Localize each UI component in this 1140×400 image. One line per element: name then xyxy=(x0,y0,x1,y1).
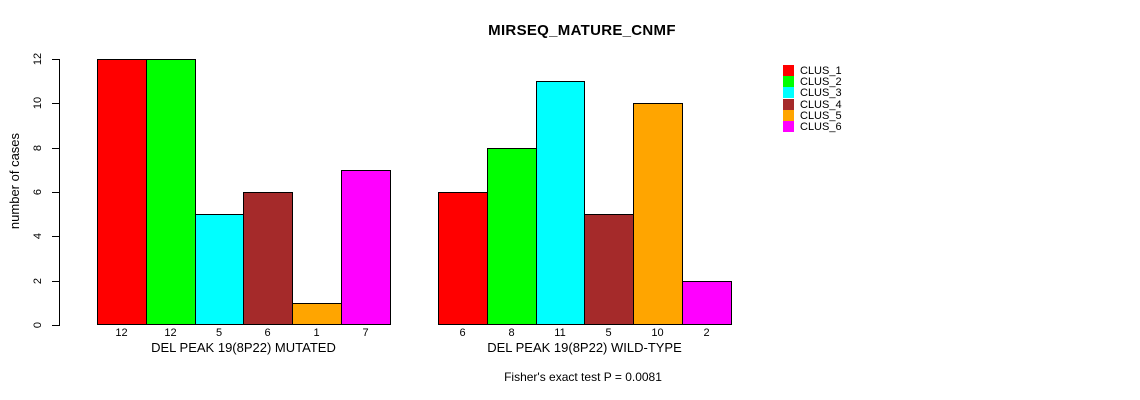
bar-value-label: 11 xyxy=(554,327,566,339)
chart-title: MIRSEQ_MATURE_CNMF xyxy=(488,22,676,39)
y-axis-tick xyxy=(52,236,59,237)
y-axis-tick-label: 12 xyxy=(32,52,44,66)
bar-value-label: 1 xyxy=(313,327,320,339)
y-axis-tick xyxy=(52,103,59,104)
bar-value-label: 7 xyxy=(362,327,369,339)
y-axis-line xyxy=(59,59,60,326)
bar-clus_1-cat1 xyxy=(97,59,147,325)
legend-swatch-clus_3 xyxy=(783,87,794,98)
y-axis-tick-label: 0 xyxy=(32,321,44,329)
x-axis-group-label: DEL PEAK 19(8P22) WILD-TYPE xyxy=(487,340,682,355)
stat-annotation: Fisher's exact test P = 0.0081 xyxy=(504,370,662,384)
bar-value-label: 10 xyxy=(651,327,664,339)
bar-clus_6-cat2 xyxy=(682,281,732,325)
y-axis-tick-label: 4 xyxy=(32,232,44,240)
y-axis-label: number of cases xyxy=(7,132,22,230)
bar-clus_6-cat1 xyxy=(341,170,391,325)
legend-label-clus_5: CLUS_5 xyxy=(800,110,842,122)
legend-swatch-clus_2 xyxy=(783,76,794,87)
bar-clus_3-cat1 xyxy=(195,214,244,325)
bar-clus_3-cat2 xyxy=(536,81,585,325)
y-axis-tick-label: 6 xyxy=(32,188,44,196)
y-axis-tick xyxy=(52,281,59,282)
y-axis-tick-label: 8 xyxy=(32,144,44,152)
legend-swatch-clus_5 xyxy=(783,110,794,121)
bar-value-label: 12 xyxy=(164,327,177,339)
legend-swatch-clus_6 xyxy=(783,121,794,132)
bar-value-label: 6 xyxy=(459,327,466,339)
legend-label-clus_2: CLUS_2 xyxy=(800,76,842,88)
y-axis-tick xyxy=(52,59,59,60)
y-axis-tick-label: 2 xyxy=(32,277,44,285)
bar-clus_1-cat2 xyxy=(438,192,488,325)
bar-clus_2-cat2 xyxy=(487,148,537,325)
bar-value-label: 5 xyxy=(605,327,612,339)
bar-clus_5-cat2 xyxy=(633,103,683,325)
bar-value-label: 5 xyxy=(215,327,223,339)
bar-clus_4-cat2 xyxy=(584,214,634,325)
y-axis-tick xyxy=(52,192,59,193)
y-axis-tick xyxy=(52,148,59,149)
bar-value-label: 8 xyxy=(508,327,515,339)
legend-swatch-clus_4 xyxy=(783,99,794,110)
x-axis-group-label: DEL PEAK 19(8P22) MUTATED xyxy=(151,340,336,355)
bar-value-label: 2 xyxy=(703,327,710,339)
legend-label-clus_3: CLUS_3 xyxy=(800,87,842,99)
y-axis-tick-label: 10 xyxy=(32,96,44,110)
legend-label-clus_4: CLUS_4 xyxy=(800,99,842,111)
y-axis-tick xyxy=(52,325,59,326)
legend-label-clus_1: CLUS_1 xyxy=(800,65,842,77)
bar-clus_2-cat1 xyxy=(146,59,196,325)
legend-label-clus_6: CLUS_6 xyxy=(800,121,842,133)
bar-clus_5-cat1 xyxy=(292,303,342,325)
bar-value-label: 12 xyxy=(115,327,128,339)
legend-swatch-clus_1 xyxy=(783,65,794,76)
bar-clus_4-cat1 xyxy=(243,192,293,325)
bar-value-label: 6 xyxy=(264,327,271,339)
